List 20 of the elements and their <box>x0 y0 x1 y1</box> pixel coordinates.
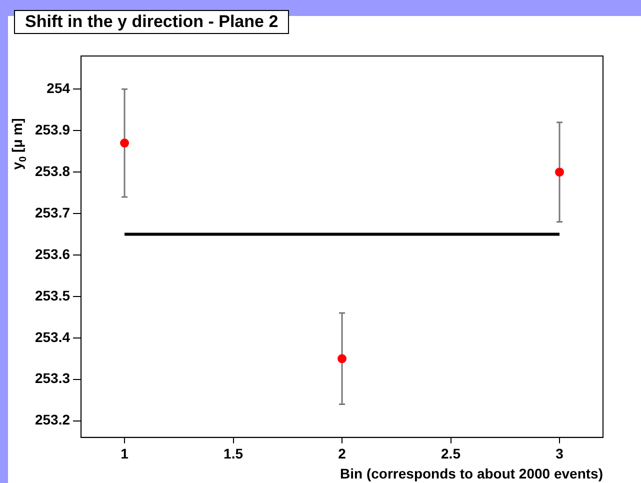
y-tick-label: 254 <box>46 80 70 96</box>
point <box>338 354 347 364</box>
x-tick-label: 2 <box>338 446 346 462</box>
y-tick-label: 253.8 <box>34 162 70 179</box>
point <box>555 168 564 177</box>
x-tick-label: 2.5 <box>441 446 461 462</box>
x-axis-title: Bin (corresponds to about 2000 events) <box>340 465 603 482</box>
y-axis-title: y0 [μ m] <box>8 118 29 170</box>
x-tick-label: 1 <box>120 446 129 462</box>
y-tick-label: 253.9 <box>34 121 70 138</box>
y-tick-label: 253.3 <box>34 370 70 386</box>
y-tick-label: 253.7 <box>34 204 70 220</box>
point <box>120 138 130 148</box>
y-tick-label: 253.5 <box>34 287 70 304</box>
x-tick-label: 1.5 <box>224 446 244 462</box>
x-tick-label: 3 <box>556 446 564 462</box>
y-tick-label: 253.4 <box>34 328 70 345</box>
y-tick-label: 253.2 <box>34 412 70 428</box>
y-tick-label: 253.6 <box>34 246 70 262</box>
chart-title: Shift in the y direction - Plane 2 <box>14 10 290 34</box>
